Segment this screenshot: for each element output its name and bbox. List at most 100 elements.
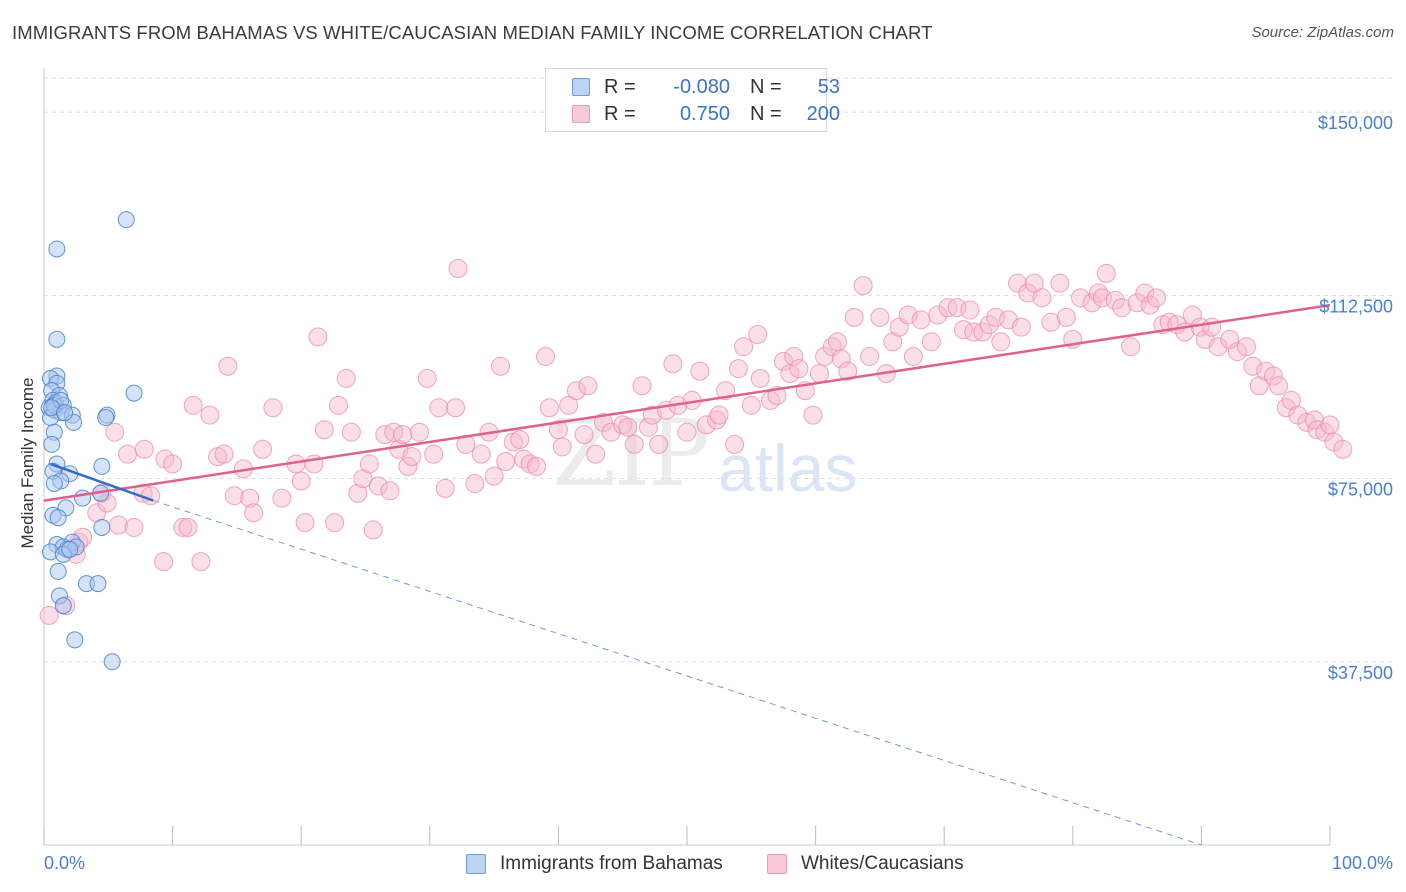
pink-point (578, 376, 598, 396)
pink-point (308, 327, 328, 347)
blue-point (56, 404, 74, 422)
pink-point (496, 452, 516, 471)
pink-point (1220, 329, 1240, 349)
pink-point (784, 346, 804, 366)
pink-point (124, 517, 144, 537)
pink-point (244, 503, 264, 523)
y-tick-label: $37,500 (1328, 663, 1393, 683)
pink-point (696, 415, 716, 435)
pink-point (527, 456, 547, 476)
pink-point (613, 415, 633, 435)
blue-point (43, 435, 61, 453)
pink-trend-line (43, 303, 1331, 502)
pink-point (484, 466, 504, 486)
blue-point (49, 509, 67, 527)
pink-point (566, 381, 586, 401)
pink-point (39, 605, 59, 625)
blue-point (61, 540, 79, 558)
blue-trend-extension (153, 500, 1202, 846)
pink-point (1011, 317, 1031, 337)
pink-point (773, 351, 793, 371)
blue-point (89, 575, 107, 593)
pink-point (183, 395, 203, 415)
pink-point (1105, 290, 1125, 310)
pink-point (741, 395, 761, 415)
pink-point (154, 552, 174, 572)
blue-trend-dashed (153, 500, 1202, 846)
pink-point (853, 276, 873, 296)
pink-point (510, 430, 530, 450)
x-tick-label: 100.0% (1332, 853, 1393, 873)
bottom-legend-label-whites: Whites/Caucasians (801, 853, 964, 874)
pink-point (960, 300, 980, 320)
pink-point (134, 439, 154, 459)
legend-r-value: -0.080 (673, 75, 730, 98)
pink-point (336, 368, 356, 388)
pink-point (1263, 366, 1283, 386)
pink-point (593, 412, 613, 432)
pink-point (424, 444, 444, 464)
pink-point (870, 307, 890, 327)
pink-point (393, 425, 413, 445)
tick-labels: $37,500 $75,000 $112,500 $150,000 0.0% 100.0% (44, 113, 1393, 873)
pink-point (1236, 337, 1256, 357)
pink-point (809, 364, 829, 384)
pink-point (1243, 356, 1263, 376)
blue-point (54, 597, 72, 615)
pink-point (973, 322, 993, 342)
pink-point (325, 513, 345, 533)
pink-point (295, 513, 315, 533)
pink-point (539, 398, 559, 418)
pink-point (1307, 420, 1327, 440)
bottom-legend-bahamas: Immigrants from Bahamas (466, 851, 723, 877)
pink-point (263, 398, 283, 418)
pink-point (1146, 288, 1166, 308)
pink-point (1096, 263, 1116, 283)
pink-point (272, 488, 292, 508)
blue-point (66, 631, 84, 649)
pink-point (200, 405, 220, 425)
pink-point (707, 410, 727, 430)
chart-title: IMMIGRANTS FROM BAHAMAS VS WHITE/CAUCASI… (12, 22, 933, 43)
pink-point (748, 324, 768, 344)
pink-point (1297, 412, 1317, 432)
y-tick-label: $75,000 (1328, 480, 1393, 500)
blue-point (48, 240, 66, 258)
pink-point (402, 447, 422, 467)
blue-point (93, 457, 111, 475)
pink-point (789, 359, 809, 379)
pink-point (1112, 298, 1132, 318)
legend-swatch-pink (572, 105, 590, 123)
pink-point (1050, 273, 1070, 293)
trend-lines (43, 303, 1331, 502)
pink-point (363, 520, 383, 540)
pink-point (380, 481, 400, 501)
pink-point (214, 444, 234, 464)
pink-point (435, 478, 455, 498)
axes (43, 68, 1331, 846)
pink-point (163, 454, 183, 474)
y-tick-label: $150,000 (1318, 113, 1393, 133)
blue-points (40, 211, 143, 671)
pink-point (1269, 376, 1289, 396)
pink-point (328, 395, 348, 415)
pink-point (118, 444, 138, 464)
blue-trend-line (50, 462, 154, 502)
pink-point (903, 346, 923, 366)
pink-point (638, 417, 658, 437)
legend: R = -0.080 N = 53 R = 0.750 N = 200 (545, 68, 840, 132)
pink-point (314, 420, 334, 440)
pink-point (803, 405, 823, 425)
pink-point (921, 332, 941, 352)
y-axis-title: Median Family Income (18, 377, 37, 548)
pink-point (559, 395, 579, 415)
pink-point (677, 422, 697, 442)
pink-point (1041, 312, 1061, 332)
pink-point (815, 346, 835, 366)
pink-point (178, 517, 198, 537)
x-tick-label: 0.0% (44, 853, 85, 873)
grid-lines (44, 77, 1395, 663)
pink-point (911, 310, 931, 330)
pink-point (1135, 283, 1155, 303)
